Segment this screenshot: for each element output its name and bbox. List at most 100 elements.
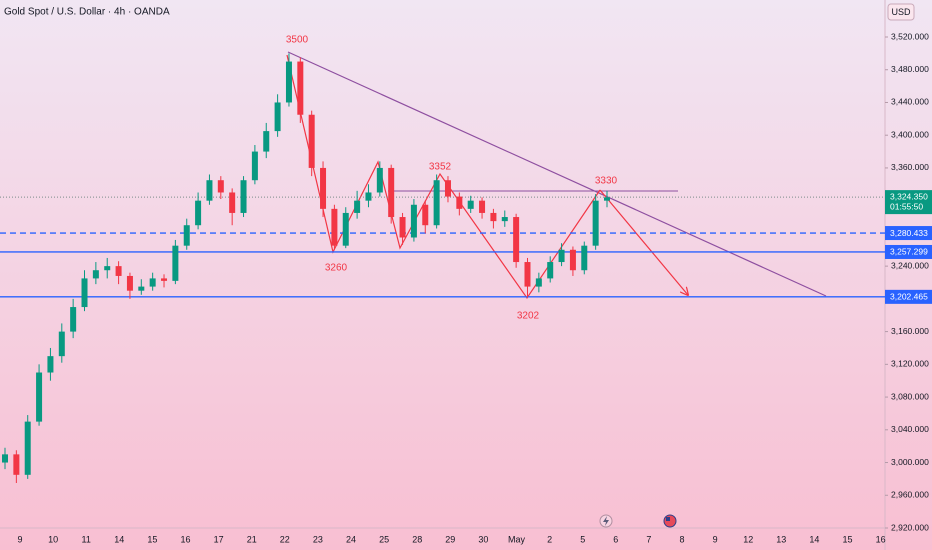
y-tick-label: 2,920.000 <box>891 522 929 532</box>
candle-body <box>13 454 20 475</box>
candle-body <box>229 192 236 213</box>
candle-body <box>535 278 542 287</box>
price-level-box <box>885 244 932 259</box>
currency-button-label[interactable]: USD <box>891 7 911 17</box>
annotation: 3202 <box>517 311 540 322</box>
y-tick-label: 3,240.000 <box>891 260 929 270</box>
candle-body <box>195 200 202 226</box>
y-tick-label: 3,120.000 <box>891 359 929 369</box>
candle-body <box>183 225 190 246</box>
candle-body <box>388 167 395 218</box>
candle-body <box>376 167 383 193</box>
candle-body <box>217 180 224 193</box>
annotation: 3260 <box>325 263 348 274</box>
y-tick-label: 3,000.000 <box>891 457 929 467</box>
chart-title: Gold Spot / U.S. Dollar · 4h · OANDA <box>4 7 170 18</box>
candle-body <box>422 204 429 226</box>
x-tick-label: 6 <box>613 534 618 544</box>
x-tick-label: 30 <box>478 534 488 544</box>
y-tick-label: 3,440.000 <box>891 97 929 107</box>
candle-body <box>456 196 463 209</box>
annotation: 3500 <box>286 35 309 46</box>
event-icon-glyph <box>603 516 609 526</box>
x-tick-label: 14 <box>114 534 124 544</box>
candle-body <box>36 372 43 422</box>
countdown-label: 01:55:50 <box>890 201 923 211</box>
candle-body <box>433 180 440 226</box>
currency-button[interactable] <box>887 3 915 21</box>
candle-body <box>240 180 247 213</box>
candle-body <box>47 356 54 373</box>
candle-body <box>24 421 31 475</box>
candle-body <box>251 151 258 181</box>
candle-body <box>320 167 327 209</box>
x-tick-label: 7 <box>646 534 651 544</box>
x-tick-label: 21 <box>247 534 257 544</box>
y-tick-label: 3,040.000 <box>891 424 929 434</box>
x-tick-label: 16 <box>876 534 886 544</box>
candle-body <box>92 270 99 279</box>
candle-body <box>547 262 554 279</box>
x-tick-label: 11 <box>82 534 91 544</box>
candle-body <box>479 200 486 213</box>
x-tick-label: 14 <box>809 534 819 544</box>
candle-body <box>308 114 315 168</box>
candle-body <box>354 200 361 213</box>
candle-body <box>274 102 281 132</box>
candle-body <box>331 208 338 246</box>
candle-body <box>206 180 213 201</box>
event-icon-glyph <box>666 517 670 521</box>
x-tick-label: 23 <box>313 534 323 544</box>
price-level-box <box>885 289 932 304</box>
candle-body <box>558 249 565 263</box>
x-tick-label: 8 <box>679 534 684 544</box>
x-tick-label: 28 <box>412 534 422 544</box>
candle-body <box>104 266 111 271</box>
x-tick-label: 9 <box>713 534 718 544</box>
x-tick-label: 16 <box>180 534 190 544</box>
candle-body <box>126 275 133 291</box>
candle-body <box>399 217 406 238</box>
projection-arrow <box>599 189 688 295</box>
drawings <box>0 51 885 300</box>
y-tick-label: 3,160.000 <box>891 326 929 336</box>
candle-body <box>161 278 168 281</box>
price-level-label: 3,257.299 <box>890 247 928 257</box>
candle-body <box>604 197 610 201</box>
candle-body <box>365 192 372 201</box>
candle-body <box>467 200 474 209</box>
last-price-label: 3,324.350 <box>890 191 928 201</box>
y-tick-label: 3,360.000 <box>891 162 929 172</box>
trend-line <box>287 51 827 297</box>
x-tick-label: 25 <box>379 534 389 544</box>
candle-body <box>285 61 292 103</box>
y-tick-label: 3,400.000 <box>891 129 929 139</box>
y-tick-label: 2,960.000 <box>891 490 929 500</box>
annotation: 3330 <box>595 176 618 187</box>
event-icons <box>599 514 677 528</box>
x-tick-label: 29 <box>445 534 455 544</box>
candle-body <box>490 212 497 222</box>
candle-body <box>263 131 270 152</box>
y-tick-label: 3,480.000 <box>891 64 929 74</box>
candle-body <box>58 331 65 357</box>
candle-body <box>592 200 599 246</box>
candle-body <box>81 278 88 308</box>
price-level-label: 3,280.433 <box>890 228 928 238</box>
x-tick-label: 22 <box>280 534 290 544</box>
candle-body <box>138 286 145 291</box>
candle-body <box>70 307 77 332</box>
x-tick-label: 15 <box>842 534 852 544</box>
candle-body <box>581 245 588 271</box>
candle-body <box>342 212 349 246</box>
x-tick-label: 15 <box>147 534 157 544</box>
x-tick-label: 17 <box>214 534 224 544</box>
candle-body <box>569 249 576 271</box>
x-tick-label: 10 <box>48 534 58 544</box>
price-level-box <box>885 226 932 241</box>
candle-body <box>297 61 304 115</box>
candle-body <box>524 262 531 287</box>
y-tick-label: 3,080.000 <box>891 391 929 401</box>
x-tick-label: 9 <box>17 534 22 544</box>
